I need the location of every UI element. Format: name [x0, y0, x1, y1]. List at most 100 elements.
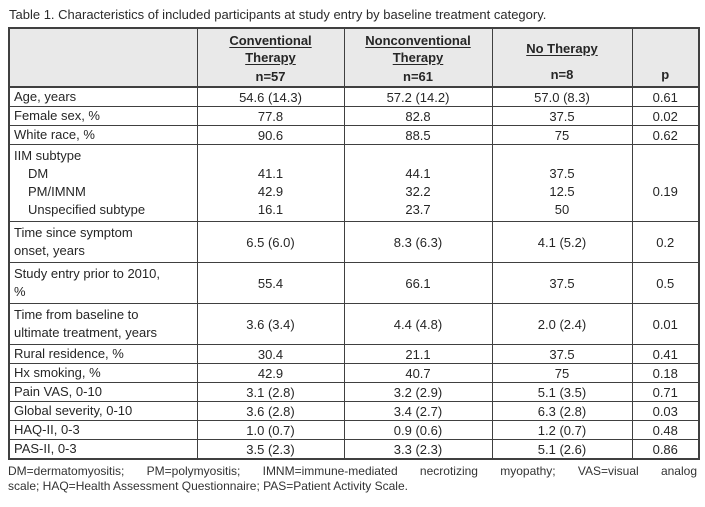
value-cell: 54.6 (14.3): [196, 86, 345, 107]
value-cell: 44.1 32.2 23.7: [343, 144, 493, 222]
value-cell: 57.2 (14.2): [343, 86, 493, 107]
column-header-label-wrap: Nonconventional Therapy: [345, 29, 492, 67]
p-value-cell: 0.71: [631, 382, 700, 402]
value-cell: 21.1: [343, 344, 493, 364]
value-cell: 37.5 12.5 50: [491, 144, 633, 222]
characteristics-table: Conventional Therapy n=57 Nonconventiona…: [8, 27, 700, 460]
p-value-cell: 0.61: [631, 86, 700, 107]
value-cell: 90.6: [196, 125, 345, 145]
value-cell: 2.0 (2.4): [491, 303, 633, 345]
row-label-cell: Female sex, %: [8, 106, 198, 126]
table-row: Study entry prior to 2010,% 55.4 66.1 37.5 0…: [8, 262, 700, 304]
row-label-cell: Study entry prior to 2010,%: [8, 262, 198, 304]
value-cell: 3.2 (2.9): [343, 382, 493, 402]
column-header-label-wrap: Conventional Therapy: [198, 29, 344, 67]
column-header-n: n=57: [255, 69, 286, 84]
value-cell: 3.1 (2.8): [196, 382, 345, 402]
row-label-cell: White race, %: [8, 125, 198, 145]
value-cell: 1.0 (0.7): [196, 420, 345, 440]
row-label: White race, %: [14, 127, 95, 142]
row-label: onset, years: [14, 243, 85, 258]
subrow-value: 42.9: [257, 184, 284, 199]
blank-line: [202, 147, 340, 165]
value-cell: 4.4 (4.8): [343, 303, 493, 345]
value-cell: 1.2 (0.7): [491, 420, 633, 440]
subrow-label: PM/IMNM: [28, 184, 86, 199]
row-label: IIM subtype: [14, 148, 82, 163]
p-value-cell: 0.01: [631, 303, 700, 345]
blank-line: [497, 147, 628, 165]
value-cell: 77.8: [196, 106, 345, 126]
column-header-n: n=8: [550, 67, 574, 82]
column-header-label: Nonconventional Therapy: [365, 33, 471, 65]
row-label-cell: IIM subtype DM PM/IMNM Unspecified subtype: [8, 144, 198, 222]
row-label: Pain VAS, 0-10: [14, 384, 102, 399]
blank-line: [349, 147, 488, 165]
value-cell: 3.4 (2.7): [343, 401, 493, 421]
value-cell: 82.8: [343, 106, 493, 126]
subrow-value: 12.5: [549, 184, 575, 199]
table-row: Female sex, % 77.8 82.8 37.5 0.02: [8, 106, 700, 126]
row-label: %: [14, 284, 26, 299]
value-cell: 5.1 (3.5): [491, 382, 633, 402]
value-cell: 75: [491, 363, 633, 383]
row-label: Hx smoking, %: [14, 365, 101, 380]
row-label: Rural residence, %: [14, 346, 124, 361]
row-label: Time from baseline to: [14, 307, 139, 322]
column-header-conventional: Conventional Therapy n=57: [196, 27, 345, 88]
footnote-line: DM=dermatomyositis; PM=polymyositis; IMN…: [8, 464, 697, 478]
table-row: IIM subtype DM PM/IMNM Unspecified subtype …: [8, 144, 700, 222]
p-value-cell: 0.2: [631, 221, 700, 263]
value-cell: 4.1 (5.2): [491, 221, 633, 263]
value-cell: 3.6 (3.4): [196, 303, 345, 345]
row-label-cell: PAS-II, 0-3: [8, 439, 198, 460]
value-cell: 57.0 (8.3): [491, 86, 633, 107]
subrow-label: Unspecified subtype: [28, 202, 146, 217]
value-cell: 88.5: [343, 125, 493, 145]
row-label: Age, years: [14, 89, 77, 104]
subrow-value: 32.2: [405, 184, 431, 199]
p-value-cell: 0.03: [631, 401, 700, 421]
table-row: HAQ-II, 0-3 1.0 (0.7) 0.9 (0.6) 1.2 (0.7) 0.…: [8, 420, 700, 440]
row-label-cell: Hx smoking, %: [8, 363, 198, 383]
subrow-value: 16.1: [257, 202, 284, 217]
value-cell: 6.5 (6.0): [196, 221, 345, 263]
subrow-value: 41.1: [257, 166, 284, 181]
table-caption: Table 1. Characteristics of included par…: [9, 7, 547, 22]
column-header-no-therapy: No Therapy n=8: [491, 27, 633, 88]
column-header-p: p: [631, 27, 700, 88]
p-value-cell: 0.02: [631, 106, 700, 126]
subrow-value: 23.7: [405, 202, 431, 217]
column-header-content: Conventional Therapy n=57: [198, 29, 344, 86]
row-label-cell: Time from baseline to ultimate treatment,…: [8, 303, 198, 345]
row-label-cell: Global severity, 0-10: [8, 401, 198, 421]
column-header-label: Conventional Therapy: [229, 33, 312, 65]
blank-line: [637, 147, 695, 165]
row-label: PAS-II, 0-3: [14, 441, 77, 456]
blank-line: [637, 201, 695, 219]
column-header-label: No Therapy: [526, 40, 598, 56]
row-label-cell: Age, years: [8, 86, 198, 107]
header-row: Conventional Therapy n=57 Nonconventiona…: [8, 27, 700, 88]
row-label-cell: Pain VAS, 0-10: [8, 382, 198, 402]
blank-line: [637, 165, 695, 183]
value-cell: 42.9: [196, 363, 345, 383]
column-header-content: p: [633, 29, 699, 86]
p-value-cell: 0.86: [631, 439, 700, 460]
subrow-value: 50: [554, 202, 570, 217]
table-row: Rural residence, % 30.4 21.1 37.5 0.41: [8, 344, 700, 364]
value-cell: 5.1 (2.6): [491, 439, 633, 460]
row-label: Time since symptom: [14, 225, 133, 240]
row-label: HAQ-II, 0-3: [14, 422, 80, 437]
footnote-line: scale; HAQ=Health Assessment Questionnai…: [8, 479, 408, 493]
p-value-cell: 0.18: [631, 363, 700, 383]
p-value-cell: 0.41: [631, 344, 700, 364]
column-header-n: n=61: [403, 69, 433, 84]
table-row: Time from baseline to ultimate treatment,…: [8, 303, 700, 345]
page: Table 1. Characteristics of included par…: [8, 7, 700, 493]
value-cell: 0.9 (0.6): [343, 420, 493, 440]
value-cell: 55.4: [196, 262, 345, 304]
table-row: Hx smoking, % 42.9 40.7 75 0.18: [8, 363, 700, 383]
subrow-label: DM: [28, 166, 49, 181]
value-cell: 30.4: [196, 344, 345, 364]
